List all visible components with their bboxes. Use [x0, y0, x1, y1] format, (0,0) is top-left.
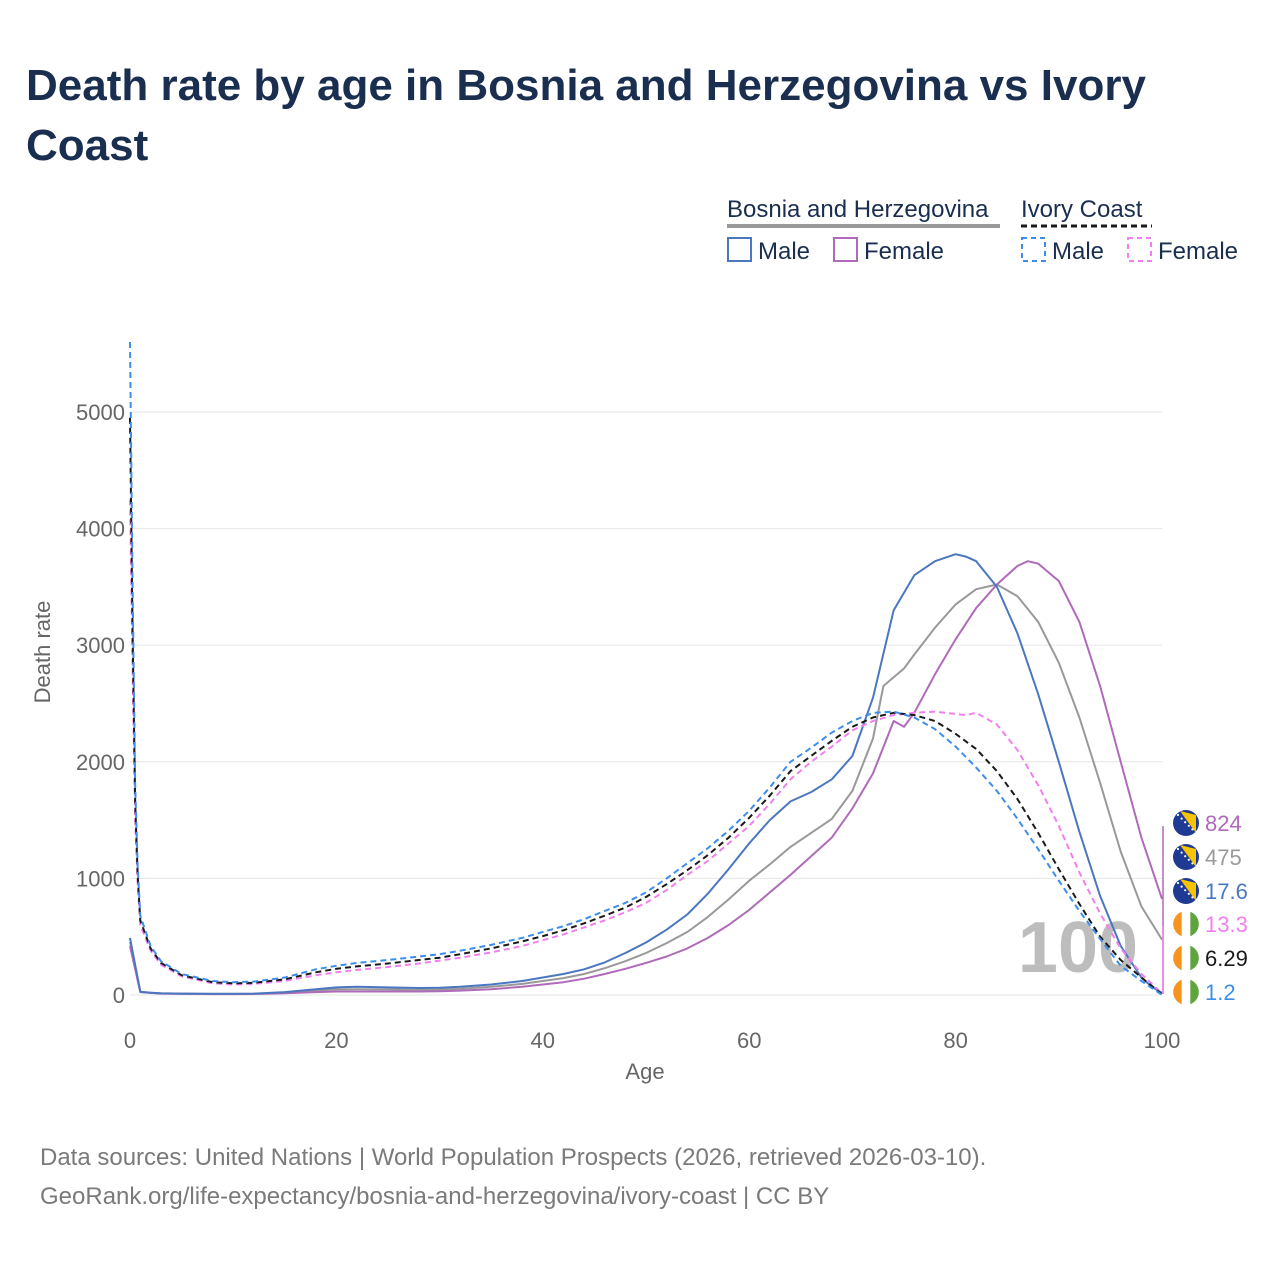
end-label-bih-male: 17.6	[1173, 878, 1248, 904]
legend: Bosnia and Herzegovina Ivory Coast Male …	[727, 196, 1238, 265]
end-value: 475	[1205, 845, 1242, 870]
y-tick-label: 5000	[76, 400, 125, 425]
end-value: 6.29	[1205, 946, 1248, 971]
x-tick-label: 80	[943, 1028, 967, 1053]
flag-ci-green	[1190, 911, 1199, 937]
flag-bih-star	[1176, 847, 1180, 851]
x-tick-label: 20	[324, 1028, 348, 1053]
end-label-bih-total: 475	[1173, 844, 1242, 870]
legend-group-bih: Bosnia and Herzegovina	[727, 196, 989, 223]
series-line-ci-total[interactable]	[129, 417, 1163, 996]
legend-ci-female-label[interactable]: Female	[1158, 238, 1238, 265]
end-label-ci-male: 1.2	[1173, 979, 1236, 1005]
end-value: 824	[1205, 811, 1242, 836]
legend-bih-male-swatch[interactable]	[727, 237, 752, 262]
flag-bih-star	[1184, 855, 1187, 858]
x-axis-label: Age	[625, 1059, 664, 1084]
flag-bih-star	[1184, 821, 1187, 824]
x-tick-label: 40	[531, 1028, 555, 1053]
legend-bih-male-label[interactable]: Male	[758, 238, 810, 265]
y-axis-ticks: 0 1000 2000 3000 4000 5000	[76, 400, 125, 1008]
end-label-ci-female: 13.3	[1173, 911, 1248, 937]
legend-ci-male-label[interactable]: Male	[1052, 238, 1104, 265]
flag-bih-star	[1180, 851, 1183, 854]
footer-link[interactable]: GeoRank.org/life-expectancy/bosnia-and-h…	[40, 1183, 830, 1210]
series-lines	[129, 341, 1163, 996]
x-tick-label: 60	[737, 1028, 761, 1053]
y-tick-label: 2000	[76, 750, 125, 775]
series-line-bih-male[interactable]	[129, 553, 1163, 995]
flag-bih-star	[1191, 828, 1194, 831]
flag-bih-star	[1191, 862, 1194, 865]
flag-bih-star	[1176, 813, 1180, 817]
flag-bih-star	[1176, 881, 1180, 885]
y-tick-label: 1000	[76, 866, 125, 891]
flag-bih-star	[1184, 889, 1187, 892]
flag-ci-green	[1190, 979, 1199, 1005]
series-line-bih-female[interactable]	[129, 560, 1163, 996]
y-tick-label: 4000	[76, 517, 125, 542]
x-tick-label: 0	[124, 1028, 136, 1053]
flag-bih-star	[1187, 858, 1190, 861]
footer: Data sources: United Nations | World Pop…	[40, 1138, 986, 1216]
flag-bih-triangle	[1180, 879, 1196, 901]
flag-bih-star	[1187, 824, 1190, 827]
legend-ci-female-swatch[interactable]	[1127, 237, 1152, 262]
flag-bih-star	[1180, 817, 1183, 820]
y-axis-label: Death rate	[30, 601, 55, 704]
flag-ci-orange	[1173, 945, 1182, 971]
series-line-ci-male[interactable]	[129, 341, 1163, 996]
x-axis-ticks: 0 20 40 60 80 100	[124, 1028, 1180, 1053]
end-value: 1.2	[1205, 980, 1236, 1005]
flag-ci-orange	[1173, 979, 1182, 1005]
y-gridlines	[130, 411, 1162, 996]
end-value: 13.3	[1205, 912, 1248, 937]
year-watermark: 100	[1018, 908, 1138, 988]
legend-bih-female-label[interactable]: Female	[864, 238, 944, 265]
flag-bih-star	[1180, 885, 1183, 888]
y-tick-label: 3000	[76, 633, 125, 658]
legend-bih-female-swatch[interactable]	[833, 237, 858, 262]
footer-sources: Data sources: United Nations | World Pop…	[40, 1144, 987, 1171]
flag-bih-triangle	[1180, 811, 1196, 833]
flag-ci-green	[1190, 945, 1199, 971]
legend-ci-male-swatch[interactable]	[1021, 237, 1046, 262]
flag-ci-orange	[1173, 911, 1182, 937]
chart-title: Death rate by age in Bosnia and Herzegov…	[26, 61, 1146, 170]
series-line-bih-total[interactable]	[129, 583, 1163, 995]
end-value: 17.6	[1205, 879, 1248, 904]
end-label-ci-total: 6.29	[1173, 945, 1248, 971]
end-label-bih-female: 824	[1173, 810, 1242, 836]
flag-bih-star	[1187, 892, 1190, 895]
legend-group-ci: Ivory Coast	[1021, 196, 1143, 223]
flag-bih-triangle	[1180, 845, 1196, 867]
x-tick-label: 100	[1144, 1028, 1181, 1053]
series-line-ci-female[interactable]	[129, 499, 1163, 995]
end-labels: 824 475 17.6 13.3 6.29 1.2	[1162, 810, 1248, 1005]
flag-bih-star	[1191, 896, 1194, 899]
y-tick-label: 0	[113, 983, 125, 1008]
